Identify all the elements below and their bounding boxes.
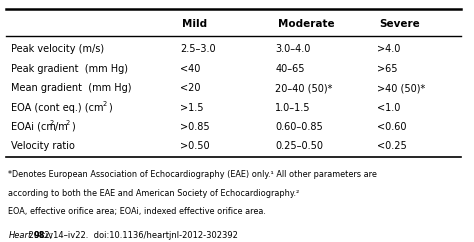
Text: >1.5: >1.5 xyxy=(180,103,204,113)
Text: <0.25: <0.25 xyxy=(377,141,407,151)
Text: 0.25–0.50: 0.25–0.50 xyxy=(275,141,323,151)
Text: Peak gradient  (mm Hg): Peak gradient (mm Hg) xyxy=(11,64,128,74)
Text: >0.50: >0.50 xyxy=(180,141,210,151)
Text: 2.5–3.0: 2.5–3.0 xyxy=(180,44,216,54)
Text: Heart: Heart xyxy=(9,231,32,240)
Text: <0.60: <0.60 xyxy=(377,122,407,132)
Text: *Denotes European Association of Echocardiography (EAE) only.¹ All other paramet: *Denotes European Association of Echocar… xyxy=(9,170,377,179)
Text: Velocity ratio: Velocity ratio xyxy=(11,141,74,151)
Text: 2: 2 xyxy=(49,120,54,126)
Text: 2: 2 xyxy=(65,120,70,126)
Text: ): ) xyxy=(71,122,75,132)
Text: 20–40 (50)*: 20–40 (50)* xyxy=(275,83,333,93)
Text: 1.0–1.5: 1.0–1.5 xyxy=(275,103,311,113)
Text: Moderate: Moderate xyxy=(278,19,334,29)
Text: Peak velocity (m/s): Peak velocity (m/s) xyxy=(11,44,104,54)
Text: 40–65: 40–65 xyxy=(275,64,305,74)
Text: according to both the EAE and American Society of Echocardiography.²: according to both the EAE and American S… xyxy=(9,189,300,198)
Text: EOA, effective orifice area; EOAi, indexed effective orifice area.: EOA, effective orifice area; EOAi, index… xyxy=(9,207,266,216)
Text: <40: <40 xyxy=(180,64,201,74)
Text: ): ) xyxy=(108,103,112,113)
Text: EOAi (cm: EOAi (cm xyxy=(11,122,55,132)
Text: Mean gradient  (mm Hg): Mean gradient (mm Hg) xyxy=(11,83,131,93)
Text: >4.0: >4.0 xyxy=(377,44,401,54)
Text: <20: <20 xyxy=(180,83,201,93)
Text: 2: 2 xyxy=(102,101,107,107)
Text: 3.0–4.0: 3.0–4.0 xyxy=(275,44,310,54)
Text: 98: 98 xyxy=(34,231,46,240)
Text: >65: >65 xyxy=(377,64,398,74)
Text: /m: /m xyxy=(55,122,67,132)
Text: :iv14–iv22.  doi:10.1136/heartjnl-2012-302392: :iv14–iv22. doi:10.1136/heartjnl-2012-30… xyxy=(43,231,237,240)
Text: 0.60–0.85: 0.60–0.85 xyxy=(275,122,323,132)
Text: Severe: Severe xyxy=(380,19,420,29)
Text: EOA (cont eq.) (cm: EOA (cont eq.) (cm xyxy=(11,103,103,113)
Text: >40 (50)*: >40 (50)* xyxy=(377,83,426,93)
Text: >0.85: >0.85 xyxy=(180,122,210,132)
Text: 2012;: 2012; xyxy=(26,231,52,240)
Text: Mild: Mild xyxy=(182,19,208,29)
Text: <1.0: <1.0 xyxy=(377,103,401,113)
